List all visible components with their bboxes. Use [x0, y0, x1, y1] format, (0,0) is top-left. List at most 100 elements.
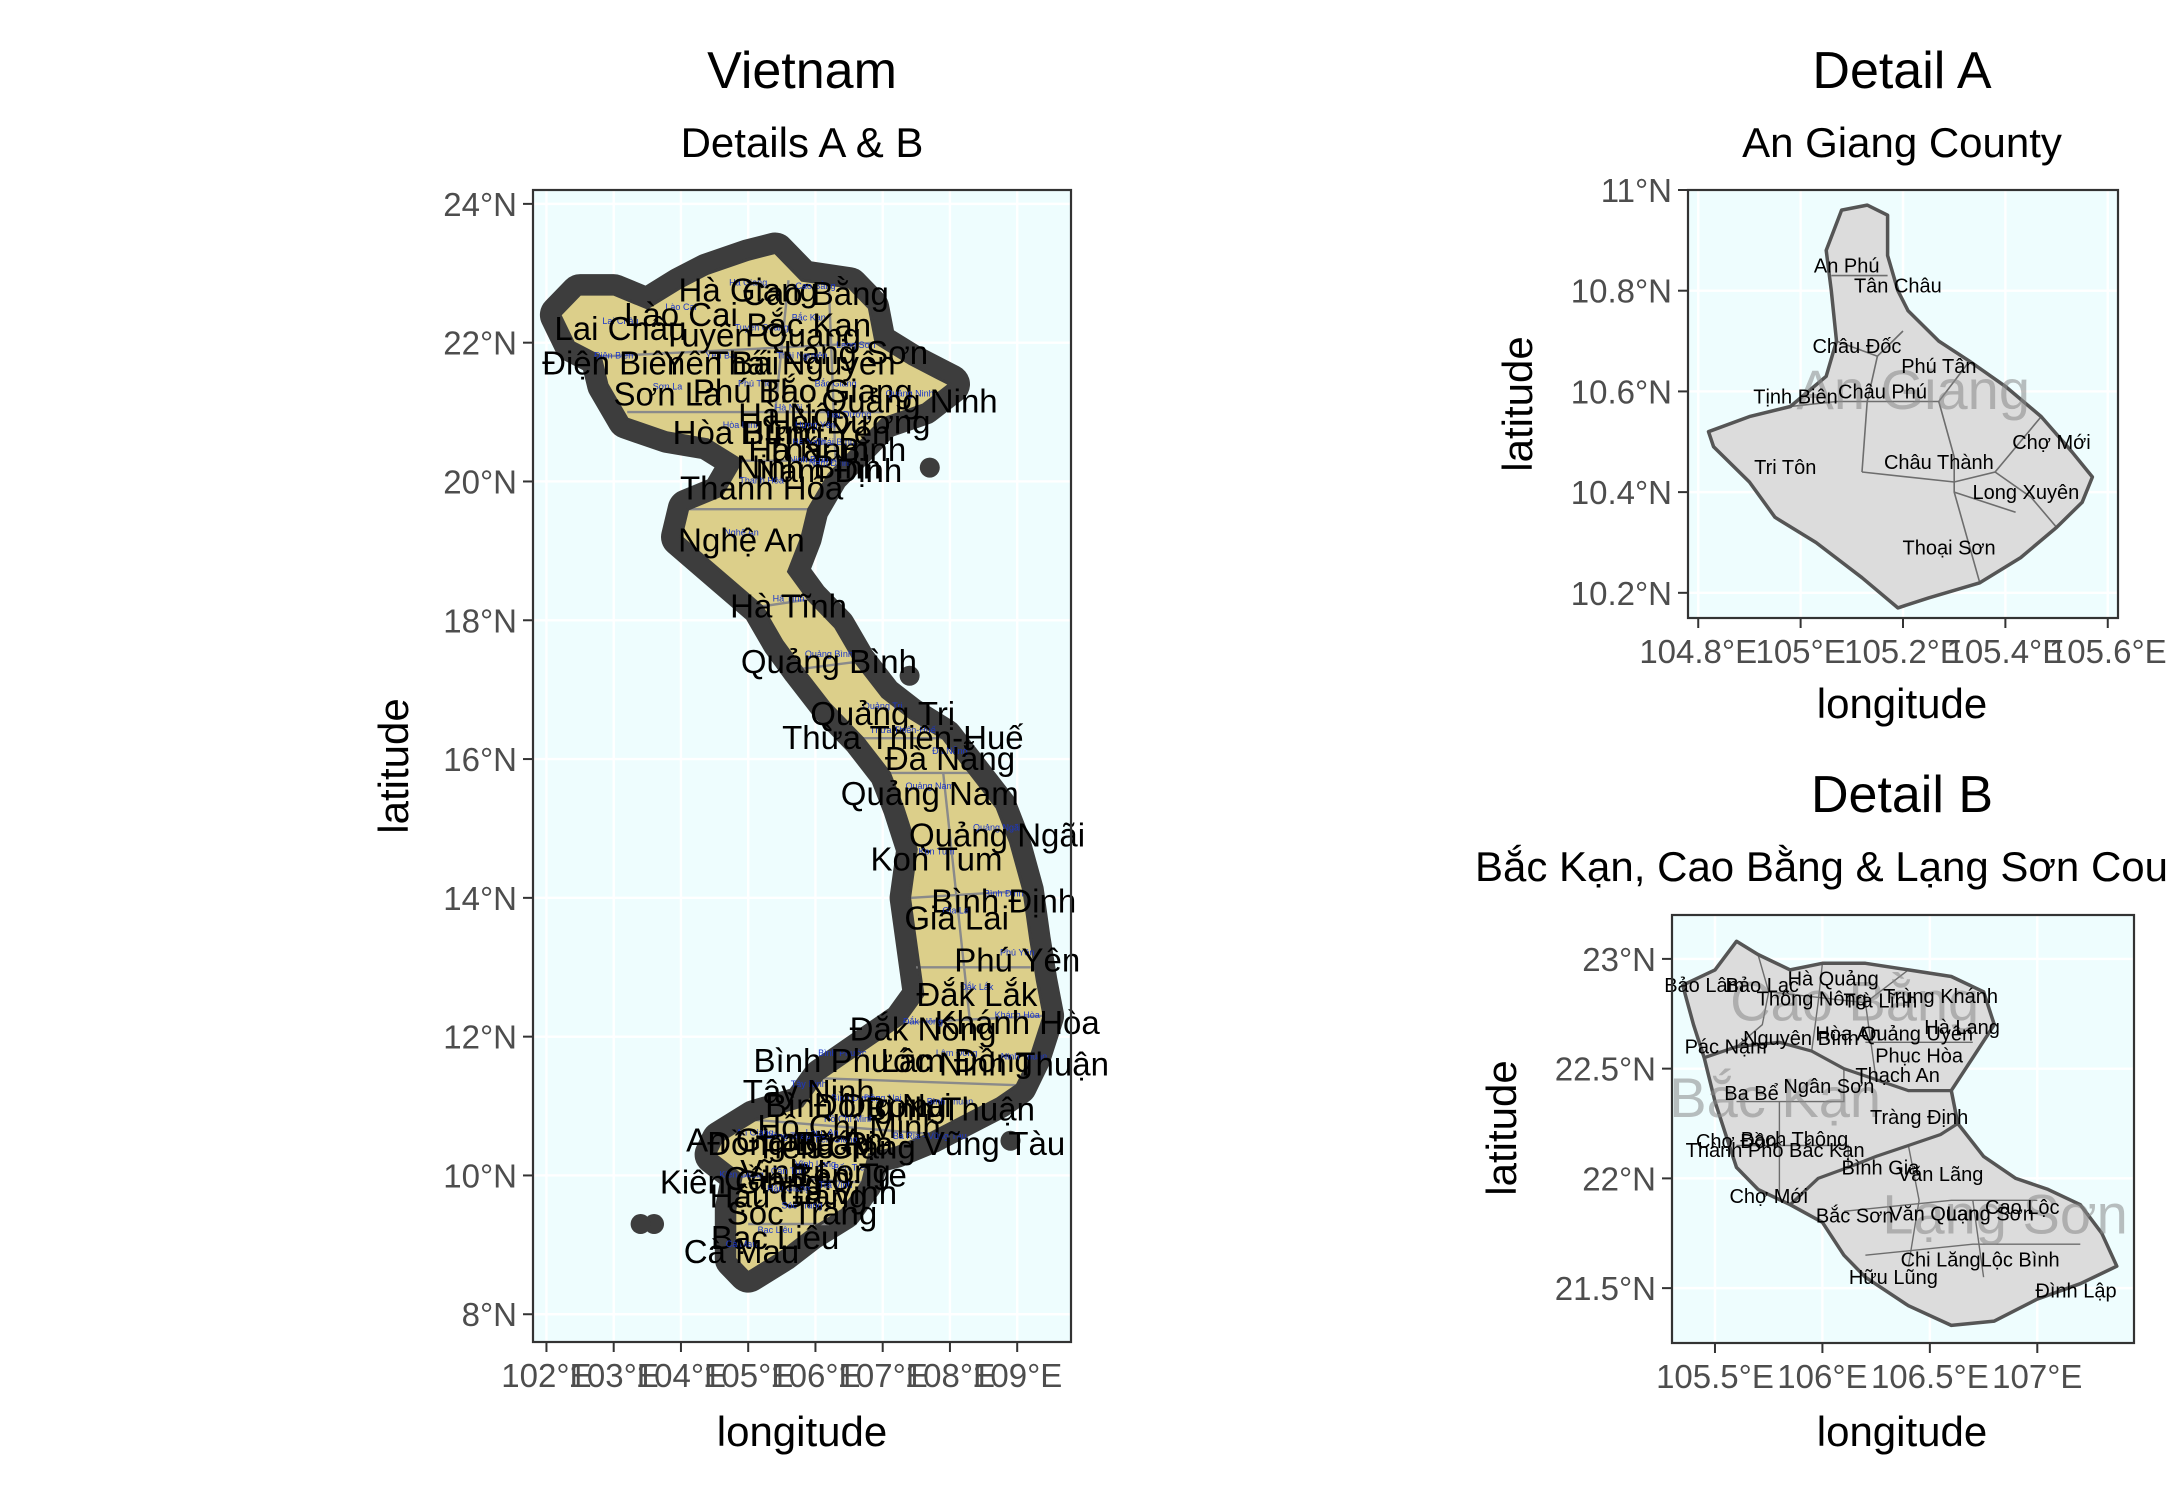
district-label: Bắc Sơn — [1816, 1205, 1894, 1228]
detail-b-fill — [1682, 941, 2117, 1326]
province-label: Hà Nam — [748, 431, 869, 468]
district-label: Ngân Sơn — [1783, 1076, 1874, 1098]
district-label: Lộc Bình — [1981, 1250, 2060, 1272]
province-name-tag: An Giang — [736, 1128, 774, 1138]
province-name-tag: Tuyên Quang — [735, 323, 789, 333]
province-name-tag: Hà Nội — [775, 403, 803, 413]
province-label: Lào Cai — [624, 296, 738, 333]
district-label: Tri Tôn — [1754, 457, 1816, 479]
x-tick-label: 105°E — [703, 1357, 793, 1394]
x-tick-label: 107°E — [1992, 1358, 2082, 1395]
province-label: Tây Ninh — [743, 1073, 875, 1110]
district-label: Bảo Lạc — [1726, 975, 1799, 997]
detail-b-title: Detail B — [1811, 766, 1993, 824]
province-label: Cần Thơ — [724, 1160, 853, 1197]
province-name-tag: Hậu Giang — [767, 1183, 810, 1193]
province-label: Đắk Nông — [850, 1011, 997, 1048]
province-label: Thanh Hóa — [680, 469, 844, 506]
province-boundary — [773, 280, 790, 413]
province-name-tag: Cần Thơ — [771, 1166, 806, 1176]
province-name-tag: Sơn La — [653, 382, 682, 392]
district-label: Thông Nông — [1757, 988, 1867, 1010]
province-label: Nghệ An — [678, 521, 805, 558]
province-label: Quảng Trị — [810, 695, 955, 732]
province-name-tag: Tiền Giang — [814, 1135, 858, 1145]
province-label: Bắc Giang — [759, 372, 913, 409]
province-label: Quảng Nam — [841, 775, 1019, 812]
province-label: Long An — [762, 1122, 883, 1159]
y-tick-label: 20°N — [443, 463, 517, 500]
country-land — [559, 252, 1045, 1273]
province-label: Đồng Nai — [814, 1087, 952, 1124]
district-label: Châu Đốc — [1812, 336, 1901, 358]
province-name-tag: Yên Bái — [706, 350, 738, 360]
district-label: Pác Nặm — [1685, 1037, 1767, 1059]
x-tick-label: 105.4°E — [1946, 633, 2064, 670]
district-label: Văn Quan — [1889, 1204, 1979, 1226]
district-boundary — [1994, 471, 2058, 528]
province-name-tag: Quảng Nam — [906, 781, 955, 791]
province-label: Trà Vinh — [774, 1174, 897, 1211]
province-label: Đà Nẵng — [885, 740, 1015, 777]
province-boundary — [801, 660, 856, 670]
district-label: Phục Hòa — [1875, 1045, 1964, 1067]
detail-a-title: Detail A — [1812, 42, 1992, 100]
district-label: Bình Gia — [1842, 1157, 1921, 1179]
province-label: Sóc Trăng — [727, 1195, 877, 1232]
district-label: Thành Phố Bắc Kạn — [1686, 1139, 1865, 1162]
province-boundary — [942, 772, 972, 1023]
province-label: Thái Nguyên — [708, 344, 895, 381]
y-tick-label: 10°N — [443, 1157, 517, 1194]
district-label: Quảng Uyên — [1861, 1024, 1973, 1046]
detail-b-subtitle: Bắc Kạn, Cao Bằng & Lạng Sơn County — [1475, 843, 2170, 890]
province-label: Lai Châu — [554, 310, 686, 347]
province-name-tag: Đắk Lắk — [960, 982, 994, 992]
district-boundary — [1953, 491, 2016, 514]
province-name-tag: Ninh Thuận — [1001, 1051, 1047, 1061]
province-name-tag: Điện Biên — [594, 350, 633, 360]
province-label: Vĩnh Long — [740, 1153, 890, 1190]
province-label: Thái Bình — [765, 431, 906, 468]
province-name-tag: Thái Nguyên — [776, 350, 827, 360]
district-boundary — [1907, 1145, 1920, 1267]
province-name-tag: Nam Định — [809, 458, 849, 468]
province-watermark: Lạng Sơn — [1882, 1182, 2127, 1245]
district-label: Châu Thành — [1884, 452, 1994, 474]
district-label: Tịnh Biên — [1753, 386, 1838, 408]
district-label: Đình Lập — [2035, 1280, 2116, 1302]
province-name-tag: Hồ Chí Minh — [824, 1114, 874, 1124]
province-name-tag: Thanh Hóa — [739, 475, 784, 485]
province-label: Phú Yên — [954, 941, 1080, 978]
country-outline — [558, 250, 1046, 1275]
province-boundary — [754, 1118, 930, 1135]
district-label: Chi Lăng — [1901, 1250, 1981, 1272]
district-label: Trùng Khánh — [1883, 986, 1998, 1008]
province-name-tag: Kiên Giang — [719, 1169, 764, 1179]
district-label: Hà Quảng — [1788, 969, 1879, 991]
province-name-tag: Bình Thuận — [927, 1097, 973, 1107]
district-boundary — [1864, 1002, 1877, 1080]
x-tick-label: 106°E — [1777, 1358, 1867, 1395]
district-label: Hà Lang — [1924, 1017, 2000, 1039]
province-label: Thừa Thiên-Huế — [782, 719, 1024, 756]
province-label: Bình Phước — [754, 1042, 932, 1079]
province-label: Khánh Hòa — [935, 1004, 1101, 1041]
province-label: Kiên Giang — [660, 1163, 823, 1200]
province-label: Lâm Đồng — [881, 1042, 1033, 1079]
province-boundary — [1703, 1040, 1952, 1093]
y-tick-label: 22.5°N — [1555, 1051, 1656, 1088]
y-tick-label: 10.6°N — [1571, 373, 1672, 410]
y-tick-label: 23°N — [1582, 941, 1656, 978]
district-label: Hữu Lũng — [1849, 1267, 1938, 1289]
y-tick-label: 24°N — [443, 186, 517, 223]
province-name-tag: Hà Tĩnh — [773, 593, 805, 603]
offshore-island — [919, 457, 940, 478]
vietnam-y-label: latitude — [370, 698, 417, 833]
province-label: Bến Tre — [791, 1156, 907, 1193]
y-tick-label: 10.4°N — [1571, 474, 1672, 511]
y-tick-label: 16°N — [443, 741, 517, 778]
